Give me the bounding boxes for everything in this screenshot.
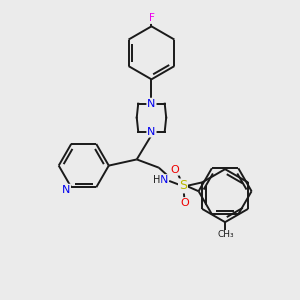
Text: S: S <box>179 179 187 192</box>
Text: F: F <box>148 13 154 23</box>
Text: N: N <box>147 127 156 136</box>
Text: N: N <box>160 175 168 185</box>
Text: O: O <box>180 198 189 208</box>
Text: O: O <box>170 165 179 175</box>
Text: H: H <box>153 175 160 185</box>
Text: N: N <box>62 184 70 195</box>
Text: CH₃: CH₃ <box>218 230 234 239</box>
Text: N: N <box>147 99 156 109</box>
